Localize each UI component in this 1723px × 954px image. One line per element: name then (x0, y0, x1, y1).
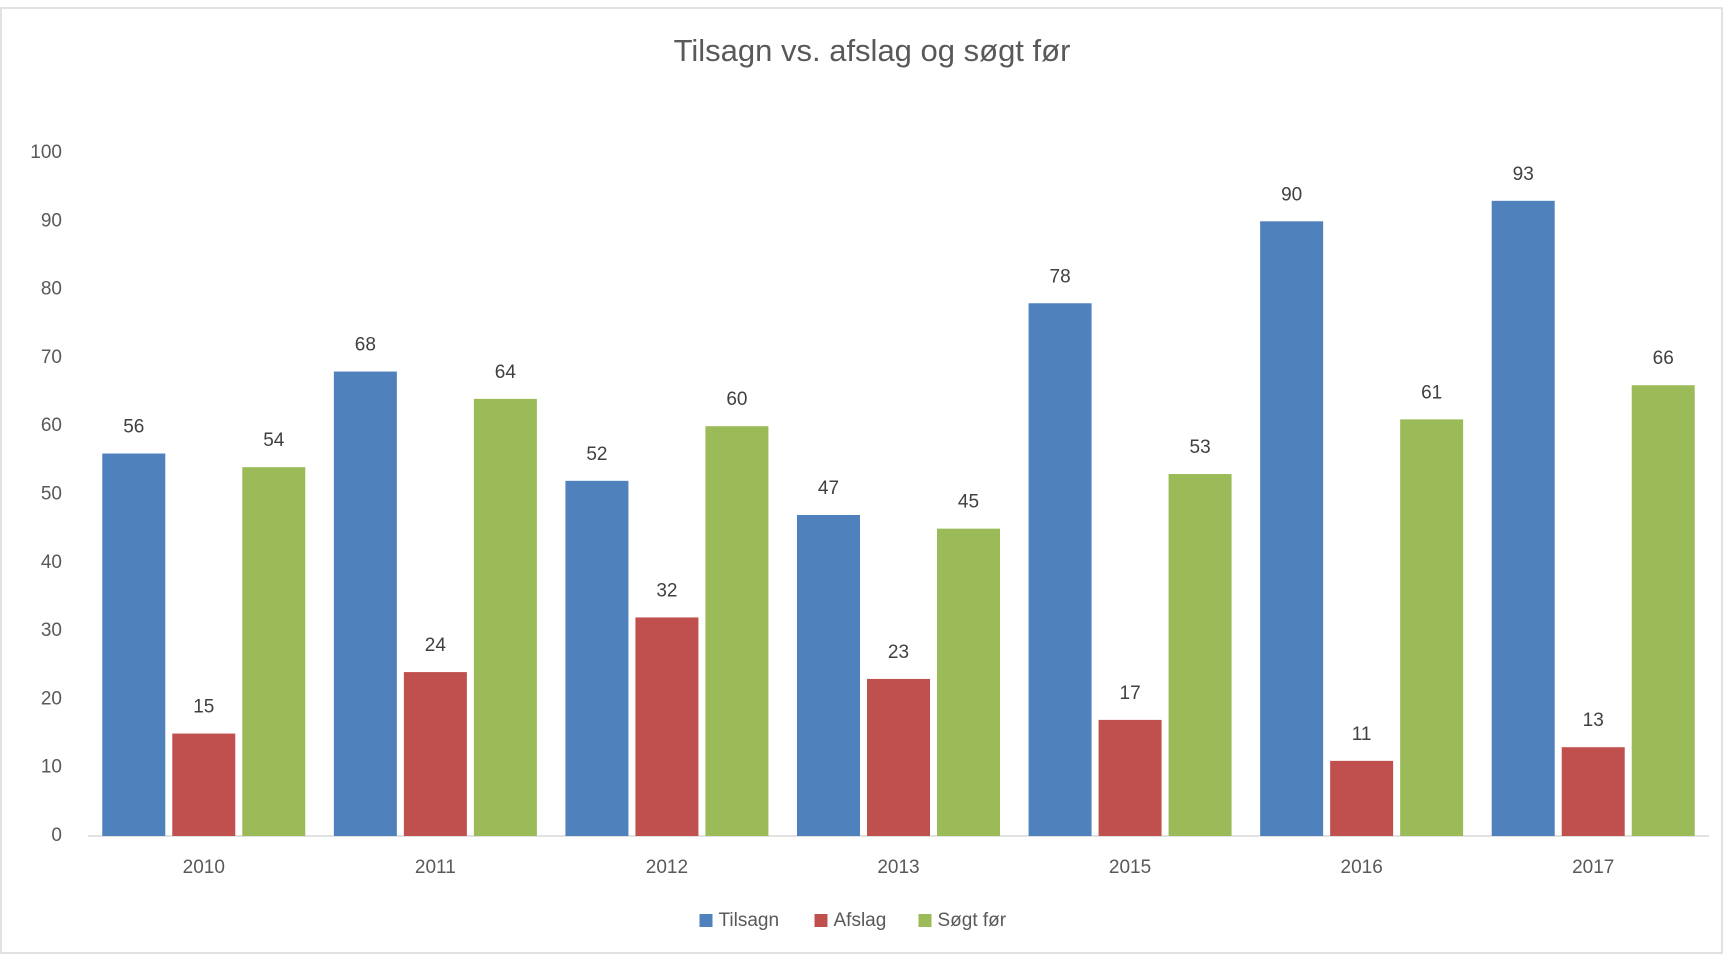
data-label: 32 (656, 580, 677, 601)
y-tick-label: 90 (41, 210, 62, 231)
data-label: 47 (818, 478, 839, 499)
data-label: 53 (1190, 437, 1211, 458)
x-tick-label: 2010 (183, 857, 225, 878)
bar (705, 426, 769, 836)
data-label: 54 (263, 430, 285, 451)
bar (1098, 719, 1162, 836)
x-tick-label: 2011 (415, 857, 456, 878)
data-label: 17 (1120, 683, 1141, 704)
data-label: 24 (425, 635, 447, 656)
data-label: 45 (958, 492, 979, 513)
bar (1400, 419, 1464, 836)
x-tick-label: 2016 (1341, 857, 1383, 878)
legend-label: Afslag (834, 910, 887, 931)
y-tick-label: 20 (41, 688, 62, 709)
bar (937, 528, 1000, 836)
data-label: 52 (586, 444, 607, 465)
bar (1561, 747, 1625, 836)
bar (333, 371, 397, 836)
bar (1631, 385, 1695, 836)
y-tick-label: 70 (41, 347, 62, 368)
bar (1260, 221, 1324, 837)
data-label: 56 (123, 417, 144, 438)
y-tick-label: 10 (41, 757, 62, 778)
bar (797, 514, 860, 836)
legend-label: Søgt før (938, 910, 1007, 931)
legend-swatch (918, 914, 932, 927)
y-tick-label: 100 (30, 142, 62, 163)
data-label: 64 (495, 362, 517, 383)
bar (403, 672, 467, 836)
legend-swatch (814, 914, 828, 927)
legend-label: Tilsagn (719, 910, 780, 931)
data-label: 90 (1281, 184, 1302, 205)
data-label: 13 (1583, 710, 1604, 731)
y-tick-label: 50 (41, 484, 62, 505)
data-label: 15 (193, 697, 214, 718)
bar (1330, 760, 1394, 836)
y-tick-label: 60 (41, 415, 62, 436)
data-label: 11 (1352, 724, 1372, 745)
data-label: 60 (726, 389, 747, 410)
data-label: 93 (1513, 164, 1534, 185)
bar (1491, 200, 1555, 836)
y-tick-label: 40 (41, 552, 62, 573)
legend-swatch (699, 914, 713, 927)
bar (473, 398, 537, 836)
x-tick-label: 2013 (877, 857, 919, 878)
bar (565, 480, 629, 836)
data-label: 66 (1653, 348, 1674, 369)
bar (1028, 303, 1092, 836)
bar (242, 467, 306, 836)
data-label: 23 (888, 642, 909, 663)
data-label: 68 (355, 335, 376, 356)
bar (867, 678, 930, 836)
chart-title: Tilsagn vs. afslag og søgt før (674, 33, 1071, 68)
y-tick-label: 80 (41, 279, 62, 300)
x-tick-label: 2012 (646, 857, 688, 878)
bar (1168, 474, 1232, 836)
y-tick-label: 30 (41, 620, 62, 641)
data-label: 61 (1421, 382, 1442, 403)
x-tick-label: 2017 (1572, 857, 1614, 878)
x-tick-label: 2015 (1109, 857, 1151, 878)
data-label: 78 (1050, 266, 1071, 287)
bar (102, 453, 166, 836)
bar (172, 733, 236, 836)
y-tick-label: 0 (51, 825, 62, 846)
bar (635, 617, 699, 836)
